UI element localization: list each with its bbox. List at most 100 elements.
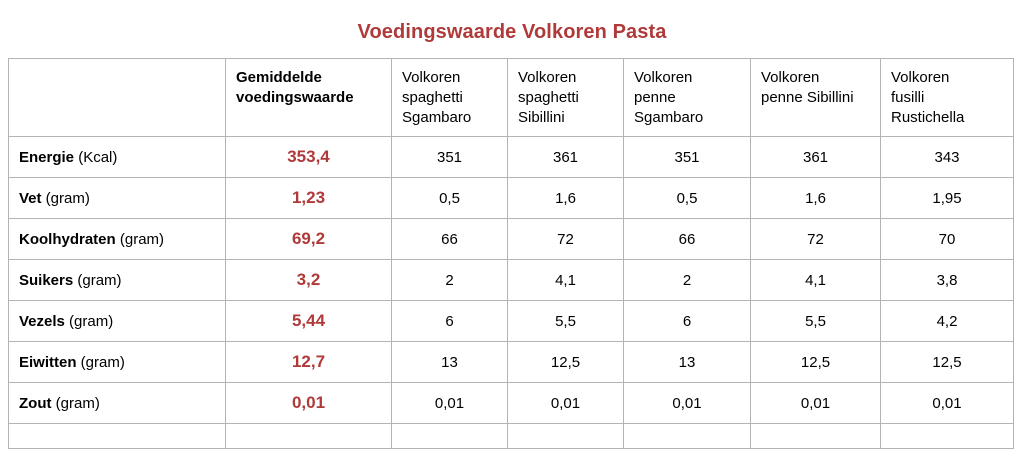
nutrition-table: Gemiddelde voedingswaarde Volkoren spagh…: [8, 58, 1014, 449]
table-cell: 72: [750, 218, 881, 260]
table-cell: 12,5: [750, 341, 881, 383]
table-cell: 0,01: [507, 382, 624, 424]
table-cell: 72: [507, 218, 624, 260]
nutrient-name: Suikers: [19, 271, 74, 289]
table-row: Zout (gram) 0,01 0,01 0,01 0,01 0,01 0,0…: [8, 382, 1014, 424]
table-cell: 4,1: [507, 259, 624, 301]
empty-cell: [750, 423, 881, 449]
table-cell: 66: [391, 218, 508, 260]
table-cell: 351: [391, 136, 508, 178]
product-header-line: Volkoren: [761, 69, 820, 86]
empty-cell: [623, 423, 751, 449]
table-cell: 70: [880, 218, 1014, 260]
average-header-line: Gemiddelde: [236, 69, 322, 86]
nutrient-name: Energie: [19, 148, 75, 166]
table-cell: 1,6: [507, 177, 624, 219]
corner-header-cell: [8, 58, 226, 137]
empty-cell: [880, 423, 1014, 449]
table-cell: 5,5: [750, 300, 881, 342]
table-row: Vet (gram) 1,23 0,5 1,6 0,5 1,6 1,95: [8, 177, 1014, 219]
table-cell: 4,2: [880, 300, 1014, 342]
nutrient-name: Eiwitten: [19, 353, 77, 371]
table-cell: 2: [391, 259, 508, 301]
nutrient-label: Vet (gram): [8, 177, 226, 219]
nutrient-label: Zout (gram): [8, 382, 226, 424]
average-value: 5,44: [225, 300, 392, 342]
nutrient-name: Vezels: [19, 312, 65, 330]
average-value: 69,2: [225, 218, 392, 260]
average-value: 1,23: [225, 177, 392, 219]
product-header-line: spaghetti: [402, 89, 463, 106]
product-header-cell: Volkoren fusilli Rustichella: [880, 58, 1014, 137]
average-value: 0,01: [225, 382, 392, 424]
table-cell: 4,1: [750, 259, 881, 301]
empty-cell: [507, 423, 624, 449]
table-header-row: Gemiddelde voedingswaarde Volkoren spagh…: [8, 58, 1014, 137]
table-cell: 361: [750, 136, 881, 178]
table-cell: 0,5: [623, 177, 751, 219]
product-header-line: Sgambaro: [634, 109, 704, 126]
page-title: Voedingswaarde Volkoren Pasta: [357, 21, 667, 43]
table-cell: 343: [880, 136, 1014, 178]
table-spacer-row: [8, 423, 1014, 449]
table-row: Vezels (gram) 5,44 6 5,5 6 5,5 4,2: [8, 300, 1014, 342]
product-header-line: Volkoren: [402, 69, 461, 86]
nutrient-unit: (Kcal): [74, 148, 118, 166]
nutrient-label: Koolhydraten (gram): [8, 218, 226, 260]
table-row: Energie (Kcal) 353,4 351 361 351 361 343: [8, 136, 1014, 178]
nutrient-label: Suikers (gram): [8, 259, 226, 301]
product-header-line: Rustichella: [891, 109, 965, 126]
table-cell: 0,01: [750, 382, 881, 424]
nutrient-unit: (gram): [76, 353, 125, 371]
average-header-cell: Gemiddelde voedingswaarde: [225, 58, 392, 137]
table-cell: 5,5: [507, 300, 624, 342]
empty-cell: [225, 423, 392, 449]
table-cell: 0,01: [880, 382, 1014, 424]
nutrient-name: Zout: [19, 394, 52, 412]
nutrient-name: Koolhydraten: [19, 230, 116, 248]
average-value: 353,4: [225, 136, 392, 178]
nutrient-unit: (gram): [73, 271, 122, 289]
table-cell: 2: [623, 259, 751, 301]
product-header-line: fusilli: [891, 89, 925, 106]
product-header-line: Volkoren: [634, 69, 693, 86]
nutrient-unit: (gram): [115, 230, 165, 248]
table-cell: 361: [507, 136, 624, 178]
nutrient-unit: (gram): [51, 394, 100, 412]
table-cell: 13: [391, 341, 508, 383]
table-cell: 13: [623, 341, 751, 383]
table-cell: 0,01: [623, 382, 751, 424]
table-cell: 3,8: [880, 259, 1014, 301]
product-header-cell: Volkoren penne Sgambaro: [623, 58, 751, 137]
product-header-line: penne Sibillini: [761, 89, 854, 106]
table-cell: 1,95: [880, 177, 1014, 219]
table-cell: 0,5: [391, 177, 508, 219]
table-row: Suikers (gram) 3,2 2 4,1 2 4,1 3,8: [8, 259, 1014, 301]
table-cell: 351: [623, 136, 751, 178]
average-value: 3,2: [225, 259, 392, 301]
average-value: 12,7: [225, 341, 392, 383]
table-cell: 6: [391, 300, 508, 342]
table-cell: 1,6: [750, 177, 881, 219]
nutrient-unit: (gram): [41, 189, 90, 207]
product-header-cell: Volkoren spaghetti Sgambaro: [391, 58, 508, 137]
table-row: Koolhydraten (gram) 69,2 66 72 66 72 70: [8, 218, 1014, 260]
average-header-line: voedingswaarde: [236, 89, 354, 106]
table-row: Eiwitten (gram) 12,7 13 12,5 13 12,5 12,…: [8, 341, 1014, 383]
table-cell: 12,5: [507, 341, 624, 383]
nutrient-label: Vezels (gram): [8, 300, 226, 342]
nutrient-label: Energie (Kcal): [8, 136, 226, 178]
table-cell: 6: [623, 300, 751, 342]
table-cell: 0,01: [391, 382, 508, 424]
product-header-line: Volkoren: [518, 69, 577, 86]
product-header-cell: Volkoren penne Sibillini: [750, 58, 881, 137]
product-header-line: penne: [634, 89, 676, 106]
table-cell: 12,5: [880, 341, 1014, 383]
table-cell: 66: [623, 218, 751, 260]
product-header-cell: Volkoren spaghetti Sibillini: [507, 58, 624, 137]
nutrient-name: Vet: [19, 189, 42, 207]
nutrient-label: Eiwitten (gram): [8, 341, 226, 383]
product-header-line: Sgambaro: [402, 109, 472, 126]
product-header-line: Volkoren: [891, 69, 950, 86]
nutrient-unit: (gram): [64, 312, 114, 330]
